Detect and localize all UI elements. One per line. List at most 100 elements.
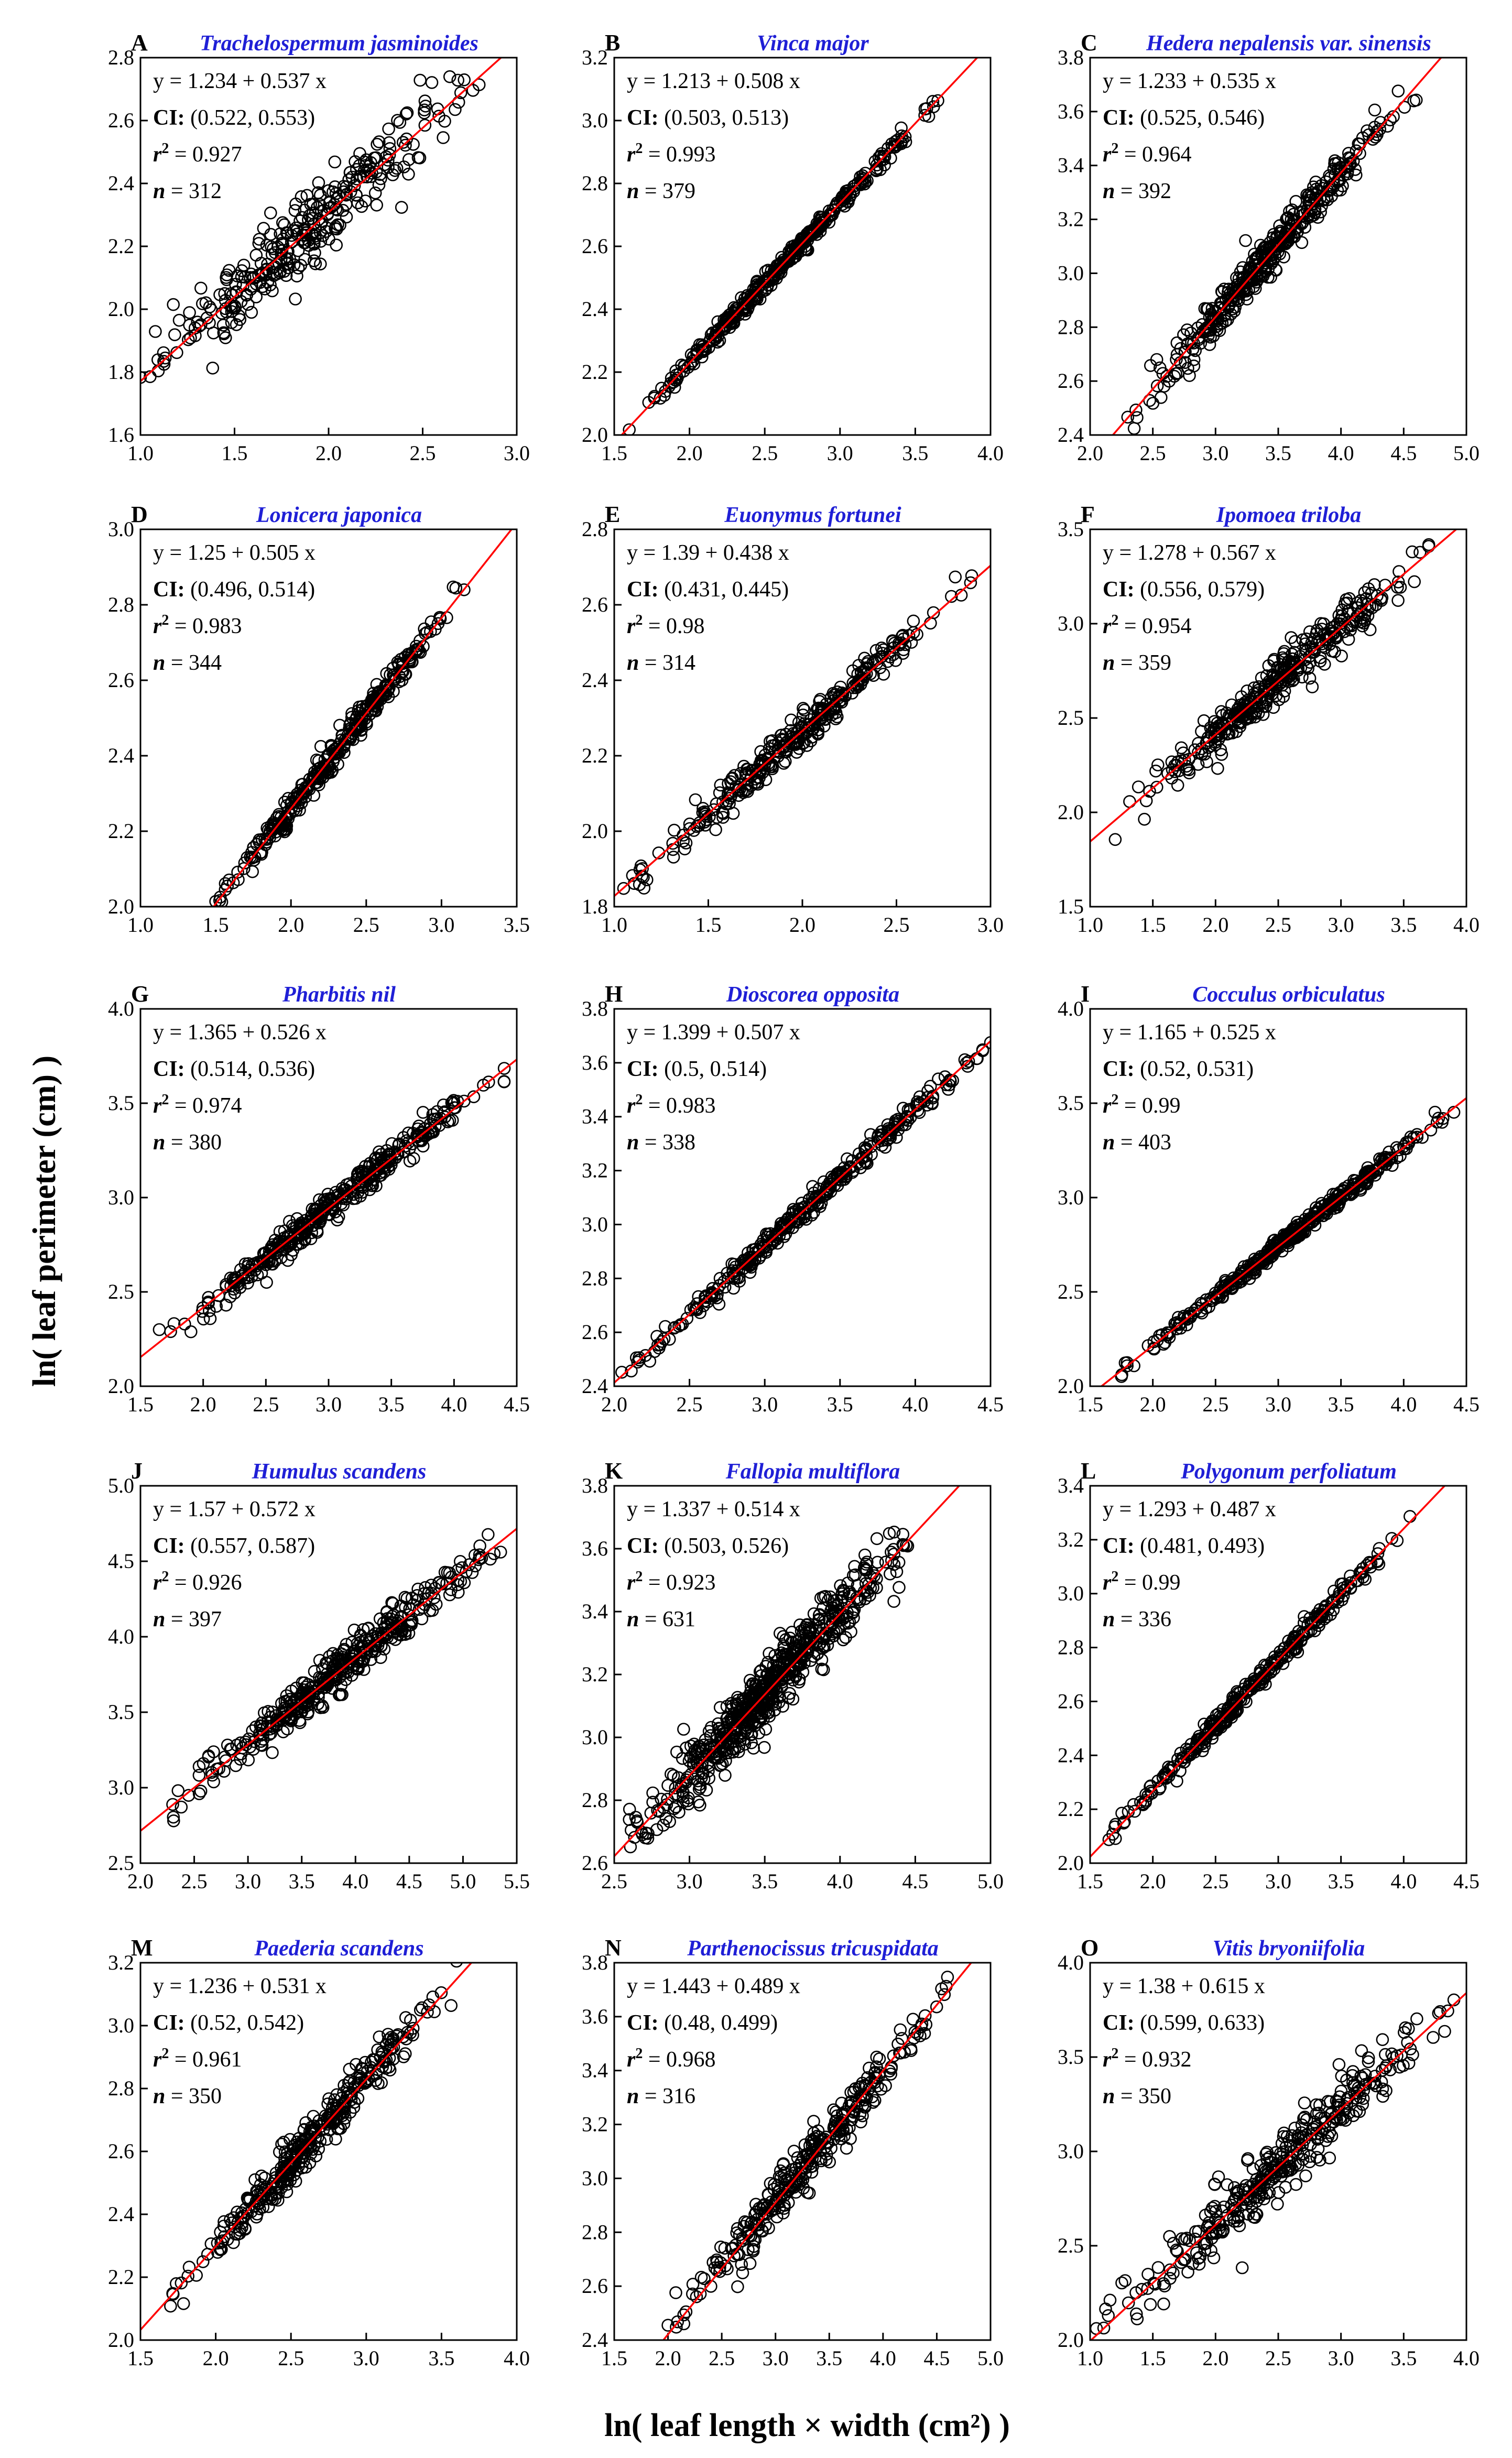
x-axis-title: ln( leaf length × width (cm²) )	[604, 2408, 1010, 2443]
data-point	[1362, 582, 1375, 595]
x-tick-label: 4.5	[977, 1393, 1004, 1416]
data-point	[261, 275, 275, 289]
r2-value: =	[1118, 1094, 1142, 1118]
data-point	[702, 1771, 715, 1785]
data-point	[310, 201, 324, 214]
data-point	[302, 238, 316, 252]
x-tick-label: 3.5	[1328, 1869, 1354, 1893]
data-point	[418, 118, 432, 132]
data-point	[858, 1563, 872, 1577]
data-point	[385, 1631, 399, 1645]
x-tick-label: 2.0	[127, 1869, 154, 1893]
y-tick-label: 2.8	[1058, 1636, 1084, 1659]
n-row: n = 397	[153, 1607, 222, 1632]
data-point	[1353, 1179, 1366, 1192]
data-point	[615, 1366, 628, 1379]
y-tick-label: 1.6	[108, 423, 134, 447]
data-point	[374, 1169, 388, 1182]
data-point	[1194, 336, 1208, 350]
data-point	[1315, 200, 1328, 213]
data-point	[1407, 94, 1420, 107]
data-point	[1313, 655, 1327, 668]
data-point	[279, 1710, 293, 1723]
data-point	[1121, 1359, 1134, 1373]
data-point	[231, 865, 244, 879]
data-point	[886, 635, 899, 648]
data-point	[1252, 1257, 1265, 1271]
data-point	[383, 148, 396, 161]
y-tick-label: 3.0	[1058, 612, 1084, 635]
data-point	[1309, 1201, 1323, 1214]
data-point	[856, 673, 869, 687]
data-point	[271, 818, 285, 831]
n-equals: =	[1115, 179, 1138, 203]
ci-value: (0.431, 0.445)	[664, 578, 789, 602]
panel-letter: C	[1081, 30, 1097, 56]
data-point	[846, 1606, 859, 1619]
data-point	[377, 1159, 391, 1172]
x-tick-label: 3.5	[827, 1393, 853, 1416]
data-point	[373, 1612, 387, 1626]
r2-row: r2 = 0.954	[1103, 612, 1192, 638]
plot-area-frame	[139, 57, 518, 436]
data-point	[157, 355, 170, 368]
data-point	[678, 842, 691, 856]
x-tick-label: 1.5	[1140, 913, 1166, 937]
data-point	[689, 793, 702, 807]
data-point	[319, 1677, 333, 1690]
data-point	[1218, 1283, 1231, 1297]
data-point	[1208, 715, 1221, 728]
data-point	[697, 345, 710, 358]
data-point	[397, 160, 411, 173]
data-point	[1200, 321, 1213, 334]
data-point	[370, 198, 384, 212]
scatter-points	[140, 70, 486, 384]
ci-row: CI: (0.503, 0.513)	[627, 106, 789, 130]
data-point	[825, 708, 839, 721]
data-point	[687, 1756, 700, 1770]
ci-key: CI:	[153, 106, 190, 130]
data-point	[257, 222, 270, 235]
n-equals: =	[165, 1607, 189, 1632]
data-point	[877, 668, 890, 681]
r2-row: r2 = 0.926	[153, 1569, 242, 1595]
data-point	[1243, 1272, 1256, 1285]
data-point	[856, 169, 869, 182]
x-tick-label: 3.5	[1265, 441, 1291, 465]
r2-key: r	[627, 1094, 636, 1118]
data-point	[336, 1190, 350, 1203]
data-point	[386, 168, 399, 181]
data-point	[1139, 794, 1153, 808]
data-point	[907, 614, 920, 628]
y-tick-label: 2.6	[1058, 1689, 1084, 1713]
data-point	[623, 423, 636, 435]
x-tick-label: 4.0	[1328, 441, 1354, 465]
data-point	[361, 163, 375, 177]
data-point	[390, 161, 404, 175]
x-tick-label: 2.0	[190, 1393, 216, 1416]
data-point	[885, 1546, 898, 1559]
data-point	[357, 1645, 371, 1658]
data-point	[811, 1647, 824, 1660]
data-point	[1171, 779, 1184, 792]
data-point	[329, 746, 342, 759]
ci-value: (0.496, 0.514)	[190, 578, 315, 602]
r2-number: 0.993	[666, 143, 716, 167]
data-point	[826, 203, 840, 216]
data-point	[201, 1296, 215, 1309]
data-point	[1151, 758, 1165, 771]
data-point	[451, 73, 465, 87]
data-point	[945, 590, 958, 603]
plot-area-frame	[139, 1485, 518, 1864]
data-point	[1432, 1112, 1445, 1125]
data-point	[451, 1585, 465, 1599]
data-point	[238, 856, 252, 869]
y-tick-label: 2.8	[582, 1266, 608, 1290]
data-point	[807, 1607, 821, 1620]
data-point	[283, 252, 296, 266]
data-point	[403, 655, 416, 669]
data-point	[194, 281, 208, 295]
data-point	[458, 1576, 471, 1590]
plot-area-frame	[613, 1008, 992, 1387]
data-point	[484, 1552, 497, 1566]
